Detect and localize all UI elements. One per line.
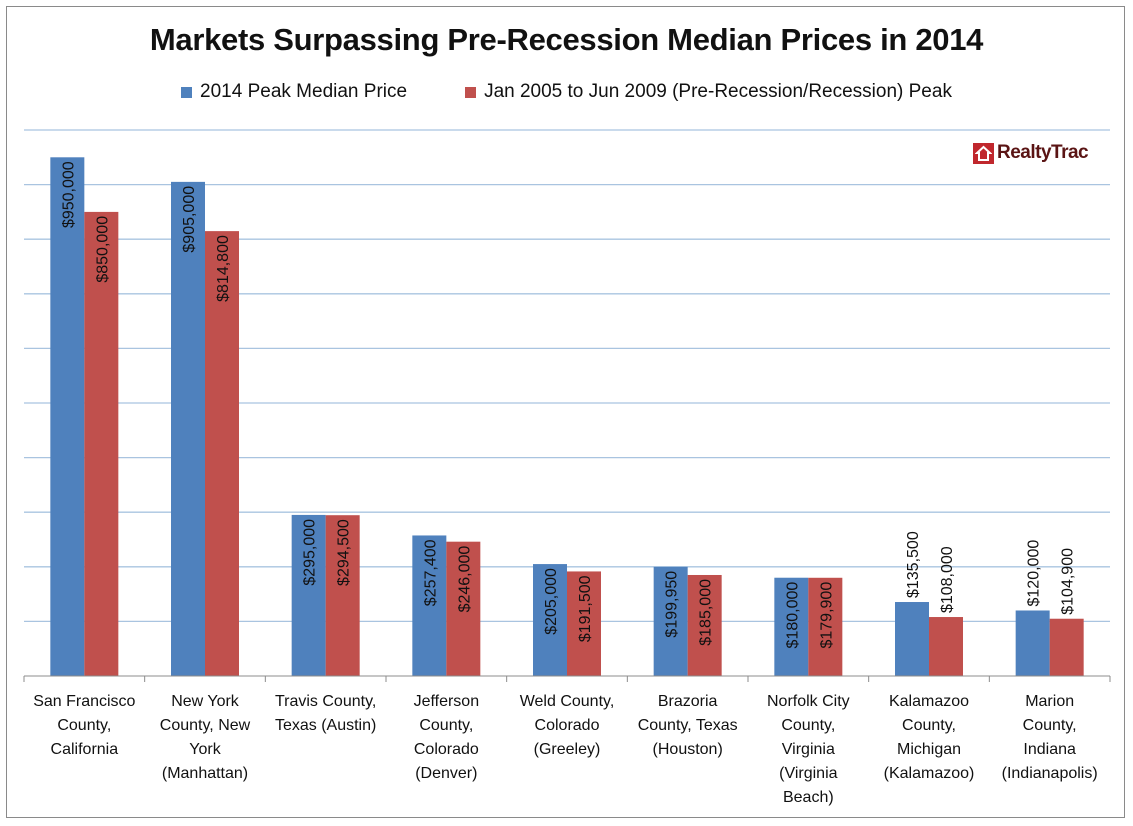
x-tick-label: Norfolk City County, Virginia (Virginia Beac… <box>766 693 850 806</box>
legend-label-series-1: 2014 Peak Median Price <box>200 81 408 102</box>
x-tick-label: Jefferson County, Colorado (Denver) <box>413 693 480 782</box>
legend-label-series-2: Jan 2005 to Jun 2009 (Pre-Recession/Rece… <box>484 81 952 102</box>
x-tick-label: San Francisco County, California <box>33 693 136 758</box>
house-icon <box>973 142 994 164</box>
x-tick-label: Marion County, Indiana (Indianapolis) <box>1001 693 1098 782</box>
chart-title: Markets Surpassing Pre-Recession Median … <box>149 22 984 57</box>
x-tick-label: Travis County, Texas (Austin) <box>274 693 377 734</box>
legend-item-series-1: 2014 Peak Median Price <box>181 81 407 103</box>
x-tick-label: Weld County, Colorado (Greeley) <box>519 693 615 758</box>
x-tick-label: New York County, New York (Manhattan) <box>159 693 251 782</box>
legend-item-series-2: Jan 2005 to Jun 2009 (Pre-Recession/Rece… <box>465 81 952 103</box>
legend-swatch-series-2 <box>465 86 477 98</box>
x-tick-label: Kalamazoo County, Michigan (Kalamazoo) <box>883 693 975 782</box>
logo-text: RealtyTrac <box>997 142 1089 163</box>
x-tick-label: Brazoria County, Texas (Houston) <box>637 693 738 758</box>
realtytrac-logo: RealtyTrac <box>973 142 1089 164</box>
chart-legend: 2014 Peak Median Price Jan 2005 to Jun 2… <box>0 81 1133 103</box>
legend-swatch-series-1 <box>181 86 193 98</box>
